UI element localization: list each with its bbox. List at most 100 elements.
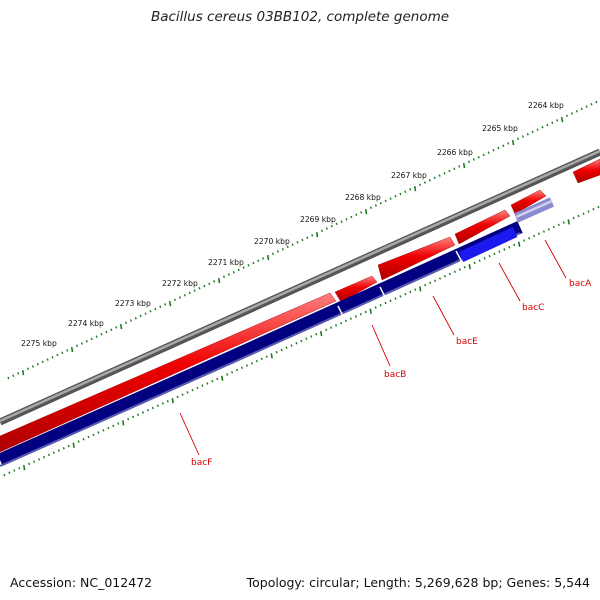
- inner-minor-tick: [374, 306, 377, 309]
- inner-minor-tick: [176, 395, 179, 399]
- minor-tick: [585, 105, 588, 108]
- minor-tick: [325, 227, 328, 230]
- kbp-label: 2270 kbp: [254, 237, 290, 246]
- minor-tick: [36, 362, 39, 366]
- minor-tick: [188, 291, 191, 295]
- minor-tick: [595, 100, 598, 104]
- kbp-label: 2275 kbp: [21, 339, 57, 348]
- cds-arrow: [334, 275, 378, 303]
- inner-minor-tick: [438, 277, 442, 280]
- minor-tick: [360, 211, 363, 214]
- minor-tick: [115, 326, 118, 329]
- inner-minor-tick: [335, 324, 338, 327]
- inner-minor-tick: [141, 411, 145, 414]
- minor-tick: [291, 243, 294, 246]
- inner-minor-tick: [542, 230, 545, 233]
- inner-minor-tick: [448, 272, 451, 276]
- gene-label-bacB[interactable]: bacB: [371, 324, 406, 380]
- inner-minor-tick: [379, 304, 382, 307]
- minor-tick: [526, 132, 529, 136]
- inner-minor-tick: [325, 328, 328, 332]
- inner-major-tick: [171, 397, 174, 404]
- minor-tick: [497, 146, 500, 150]
- inner-minor-tick: [290, 344, 293, 347]
- inner-minor-tick: [493, 252, 496, 256]
- inner-minor-tick: [384, 301, 387, 305]
- backbone-track: [0, 148, 600, 426]
- forward-cds-track: [0, 158, 600, 453]
- gene-label-bacC[interactable]: bacC: [498, 262, 544, 313]
- inner-minor-tick: [82, 438, 85, 441]
- minor-tick: [374, 204, 377, 207]
- inner-minor-tick: [572, 216, 575, 220]
- gene-label-bacA[interactable]: bacA: [544, 239, 592, 289]
- minor-tick: [311, 234, 314, 237]
- inner-minor-tick: [231, 371, 234, 374]
- reverse-band-track: [0, 197, 555, 467]
- kbp-ruler: [7, 100, 598, 380]
- inner-minor-tick: [57, 449, 60, 452]
- minor-tick: [75, 344, 79, 348]
- inner-minor-tick: [33, 460, 36, 463]
- inner-minor-tick: [547, 228, 550, 231]
- gene-name: bacE: [456, 337, 478, 347]
- minor-tick: [536, 128, 539, 131]
- minor-tick: [575, 109, 578, 113]
- gene-labels: bacA bacC bacE bacB bacF: [179, 239, 592, 468]
- minor-tick: [394, 195, 397, 198]
- inner-minor-tick: [443, 274, 446, 278]
- minor-tick: [507, 142, 510, 145]
- inner-minor-tick: [473, 261, 476, 265]
- major-tick: [413, 185, 417, 192]
- inner-minor-tick: [537, 232, 541, 236]
- inner-minor-tick: [201, 384, 204, 387]
- minor-tick: [183, 293, 186, 297]
- inner-minor-tick: [18, 467, 21, 470]
- inner-minor-tick: [156, 404, 159, 408]
- kbp-label: 2266 kbp: [437, 148, 473, 157]
- minor-tick: [31, 365, 34, 368]
- minor-tick: [276, 250, 279, 253]
- minor-tick: [100, 333, 103, 336]
- minor-tick: [154, 307, 157, 311]
- minor-tick: [320, 229, 324, 233]
- minor-tick: [80, 342, 83, 345]
- gene-name: bacC: [522, 303, 544, 313]
- minor-tick: [565, 114, 569, 118]
- inner-minor-tick: [389, 299, 392, 303]
- inner-minor-tick: [137, 413, 140, 416]
- minor-tick: [198, 287, 201, 290]
- minor-tick: [389, 197, 392, 200]
- minor-tick: [482, 153, 485, 157]
- minor-tick: [306, 236, 309, 239]
- inner-minor-tick: [349, 317, 352, 320]
- minor-tick: [149, 310, 152, 313]
- minor-tick: [570, 112, 573, 115]
- minor-tick: [26, 367, 30, 371]
- inner-minor-tick: [13, 469, 16, 472]
- minor-tick: [443, 172, 446, 175]
- minor-tick: [423, 181, 426, 184]
- minor-tick: [340, 220, 343, 223]
- map-title: Bacillus cereus 03BB102, complete genome: [150, 9, 450, 25]
- minor-tick: [237, 268, 240, 272]
- inner-minor-tick: [483, 257, 486, 260]
- inner-minor-tick: [498, 250, 501, 253]
- inner-minor-tick: [117, 422, 120, 425]
- inner-minor-tick: [52, 451, 55, 454]
- minor-tick: [350, 215, 353, 219]
- inner-minor-tick: [458, 268, 461, 271]
- minor-tick: [193, 289, 196, 292]
- minor-tick: [458, 165, 461, 168]
- gene-label-bacE[interactable]: bacE: [432, 295, 478, 347]
- inner-minor-tick: [112, 424, 115, 428]
- inner-minor-tick: [523, 239, 526, 242]
- inner-minor-tick: [236, 368, 239, 372]
- gene-name: bacF: [191, 458, 212, 468]
- minor-tick: [301, 238, 304, 242]
- minor-tick: [521, 135, 524, 138]
- gene-label-bacF[interactable]: bacF: [179, 412, 212, 468]
- inner-minor-tick: [399, 295, 402, 298]
